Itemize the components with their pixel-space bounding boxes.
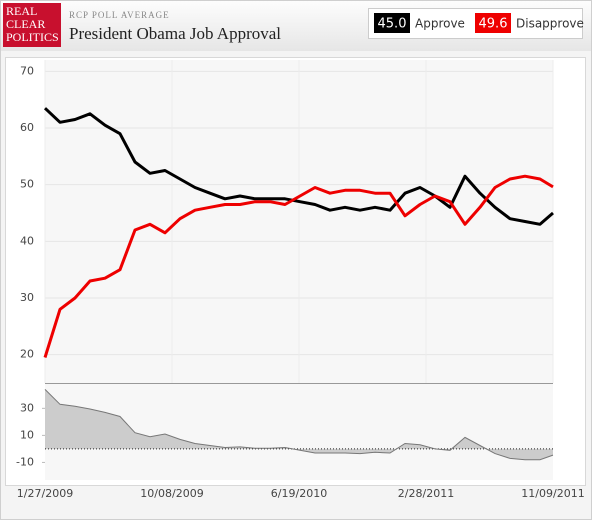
- legend-label: Approve: [415, 17, 465, 31]
- y-tick-label: 30: [20, 291, 34, 304]
- chart-title: President Obama Job Approval: [69, 24, 281, 43]
- x-tick-label: 11/09/2011: [521, 487, 584, 500]
- spread-line: [44, 389, 554, 461]
- series-line: [43, 107, 554, 226]
- y-tick-label: 30: [20, 401, 34, 414]
- y-tick-label: 20: [20, 348, 34, 361]
- legend-swatch: [475, 13, 511, 33]
- y-tick-label: 40: [20, 234, 34, 247]
- logo-text: POLITICS: [6, 30, 59, 44]
- logo-text: CLEAR: [6, 17, 45, 31]
- x-tick-label: 1/27/2009: [17, 487, 73, 500]
- y-tick-label: 70: [20, 64, 34, 77]
- logo-text: REAL: [6, 4, 37, 18]
- spread-fill: [45, 389, 553, 460]
- x-tick-label: 10/08/2009: [140, 487, 203, 500]
- series-line: [43, 174, 554, 358]
- logo: [3, 3, 61, 47]
- x-tick-label: 6/19/2010: [271, 487, 327, 500]
- y-tick-label: 60: [20, 121, 34, 134]
- legend-value: 45.0: [378, 17, 407, 32]
- x-tick-label: 2/28/2011: [398, 487, 454, 500]
- legend-swatch: [374, 13, 410, 33]
- y-tick-label: 50: [20, 178, 34, 191]
- kicker: RCP POLL AVERAGE: [69, 10, 170, 20]
- legend-label: Disapprove: [516, 17, 584, 31]
- y-tick-label: 10: [20, 428, 34, 441]
- y-tick-label: -10: [16, 455, 34, 468]
- legend-value: 49.6: [479, 17, 508, 32]
